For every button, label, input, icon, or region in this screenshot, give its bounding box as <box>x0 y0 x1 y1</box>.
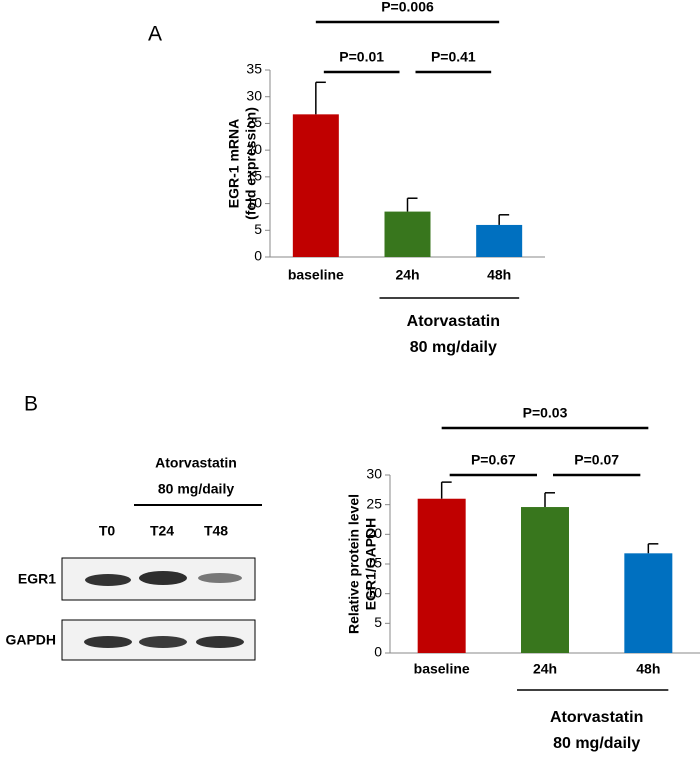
y-tick-label: 35 <box>246 61 262 77</box>
lane-label: T48 <box>204 523 228 539</box>
bar <box>624 553 673 653</box>
y-tick-label: 5 <box>254 221 262 237</box>
y-tick-label: 25 <box>246 114 262 130</box>
y-tick-label: 30 <box>366 466 382 482</box>
group-label: Atorvastatin <box>550 709 643 726</box>
x-tick-label: 24h <box>395 267 419 283</box>
blot-treatment: Atorvastatin <box>155 455 237 471</box>
lane-label: T24 <box>150 523 174 539</box>
y-tick-label: 10 <box>366 584 382 600</box>
y-tick-label: 0 <box>254 248 262 264</box>
bar <box>292 114 339 258</box>
group-label: Atorvastatin <box>407 313 500 330</box>
row-label: GAPDH <box>5 632 56 648</box>
x-tick-label: baseline <box>288 267 344 283</box>
y-tick-label: 10 <box>246 194 262 210</box>
x-tick-label: baseline <box>414 661 470 677</box>
lane-label: T0 <box>99 523 116 539</box>
y-axis-label: EGR1/GAPDH <box>363 518 379 611</box>
group-label: 80 mg/daily <box>553 735 640 752</box>
y-tick-label: 20 <box>366 525 382 541</box>
p-value: P=0.41 <box>431 49 476 65</box>
y-axis-label: (fold expression) <box>243 107 259 220</box>
p-value: P=0.006 <box>381 0 434 15</box>
y-tick-label: 15 <box>246 168 262 184</box>
band <box>196 636 244 648</box>
bar <box>384 211 431 257</box>
blot-treatment: 80 mg/daily <box>158 481 234 497</box>
y-axis-label: Relative protein level <box>346 494 362 634</box>
y-axis-label: EGR-1 mRNA <box>226 119 242 208</box>
band <box>198 573 242 583</box>
band <box>139 571 187 585</box>
p-value: P=0.03 <box>523 405 568 421</box>
y-tick-label: 25 <box>366 495 382 511</box>
panel-label: B <box>24 393 38 416</box>
y-tick-label: 15 <box>366 555 382 571</box>
p-value: P=0.67 <box>471 452 516 468</box>
group-label: 80 mg/daily <box>410 339 497 356</box>
x-tick-label: 48h <box>487 267 511 283</box>
bar <box>417 498 466 653</box>
western-blot: Atorvastatin 80 mg/daily T0 T24 T48 EGR1… <box>5 455 262 661</box>
band <box>139 636 187 648</box>
x-tick-label: 48h <box>636 661 660 677</box>
panel-label: A <box>148 23 162 46</box>
p-value: P=0.07 <box>574 452 619 468</box>
y-tick-label: 5 <box>374 614 382 630</box>
p-value: P=0.01 <box>339 49 384 65</box>
y-tick-label: 30 <box>246 87 262 103</box>
band <box>84 636 132 648</box>
row-label: EGR1 <box>18 571 56 587</box>
bar <box>476 224 523 257</box>
bar <box>521 507 569 653</box>
y-tick-label: 20 <box>246 141 262 157</box>
y-tick-label: 0 <box>374 644 382 660</box>
band <box>85 574 131 586</box>
x-tick-label: 24h <box>533 661 557 677</box>
